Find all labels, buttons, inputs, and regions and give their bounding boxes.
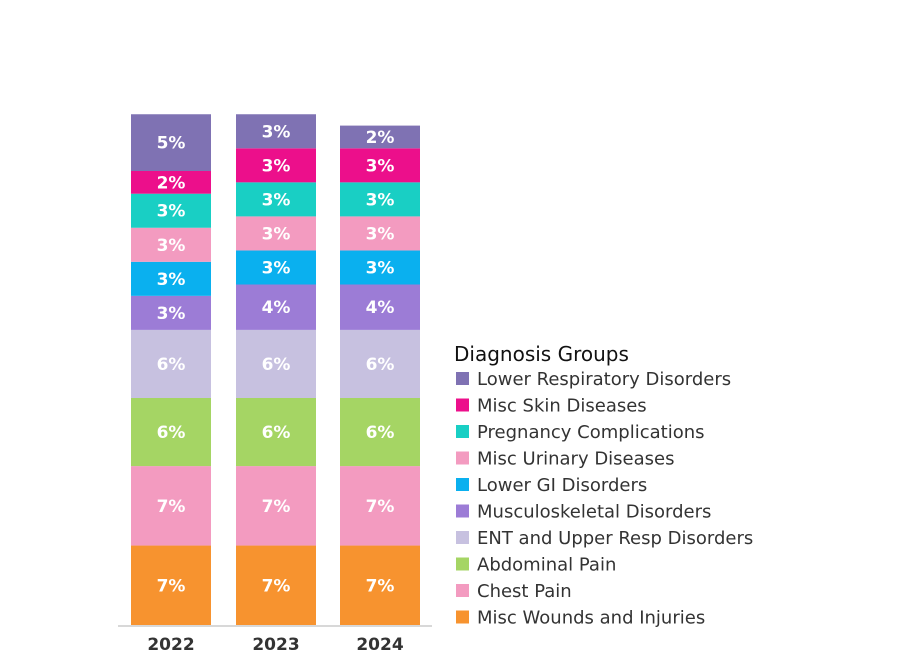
data-label-musculoskeletal-disorders-2024: 4%: [366, 298, 395, 318]
bar-segment-misc-urinary-diseases-2023: [236, 216, 316, 251]
bar-segment-lower-respiratory-disorders-2022: [131, 114, 211, 171]
bar-segment-misc-wounds-and-injuries-2022: [131, 545, 211, 625]
bar-segment-misc-skin-diseases-2024: [340, 148, 420, 183]
data-label-lower-respiratory-disorders-2022: 5%: [157, 134, 186, 154]
bar-segment-misc-wounds-and-injuries-2023: [236, 545, 316, 625]
bar-segment-pregnancy-complications-2023: [236, 182, 316, 217]
legend-swatch-misc-urinary-diseases: [456, 451, 469, 465]
bar-segment-ent-and-upper-resp-disorders-2022: [131, 329, 211, 398]
bar-segment-lower-gi-disorders-2024: [340, 250, 420, 285]
data-label-pregnancy-complications-2023: 3%: [262, 190, 291, 210]
legend-label-chest-pain: Chest Pain: [477, 581, 572, 602]
bar-segment-misc-skin-diseases-2023: [236, 148, 316, 183]
data-label-ent-and-upper-resp-disorders-2024: 6%: [366, 355, 395, 375]
data-label-lower-respiratory-disorders-2024: 2%: [366, 128, 395, 148]
data-label-misc-urinary-diseases-2023: 3%: [262, 224, 291, 244]
data-label-musculoskeletal-disorders-2023: 4%: [262, 298, 291, 318]
data-label-misc-skin-diseases-2022: 2%: [157, 173, 186, 193]
x-axis-tick-labels: 2022 2023 2024: [147, 635, 403, 655]
legend-label-misc-urinary-diseases: Misc Urinary Diseases: [477, 449, 675, 470]
data-label-pregnancy-complications-2024: 3%: [366, 190, 395, 210]
bar-segment-abdominal-pain-2024: [340, 398, 420, 467]
legend-label-ent-and-upper-resp-disorders: ENT and Upper Resp Disorders: [477, 528, 753, 549]
bar-segment-musculoskeletal-disorders-2023: [236, 284, 316, 330]
bar-segment-musculoskeletal-disorders-2022: [131, 295, 211, 330]
legend-swatch-misc-skin-diseases: [456, 398, 469, 412]
data-label-ent-and-upper-resp-disorders-2022: 6%: [157, 355, 186, 375]
data-label-musculoskeletal-disorders-2022: 3%: [157, 304, 186, 324]
data-label-misc-urinary-diseases-2022: 3%: [157, 236, 186, 256]
data-label-lower-gi-disorders-2022: 3%: [157, 270, 186, 290]
x-tick-label-2022: 2022: [147, 635, 194, 655]
bar-segment-musculoskeletal-disorders-2024: [340, 284, 420, 330]
legend-label-misc-wounds-and-injuries: Misc Wounds and Injuries: [477, 608, 705, 629]
bar-segment-chest-pain-2024: [340, 466, 420, 546]
bar-segment-misc-urinary-diseases-2024: [340, 216, 420, 251]
bar-segment-pregnancy-complications-2024: [340, 182, 420, 217]
legend-swatch-lower-gi-disorders: [456, 478, 469, 491]
legend: Diagnosis Groups Lower Respiratory Disor…: [454, 342, 753, 629]
legend-swatch-chest-pain: [456, 584, 469, 597]
bar-segment-lower-gi-disorders-2023: [236, 250, 316, 285]
data-label-abdominal-pain-2023: 6%: [262, 423, 291, 443]
legend-swatch-pregnancy-complications: [456, 425, 469, 438]
bar-segment-abdominal-pain-2023: [236, 398, 316, 467]
bar-segment-lower-respiratory-disorders-2024: [340, 125, 420, 149]
x-tick-label-2024: 2024: [356, 635, 403, 655]
bar-segment-misc-urinary-diseases-2022: [131, 227, 211, 262]
bar-segment-lower-gi-disorders-2022: [131, 261, 211, 296]
legend-label-abdominal-pain: Abdominal Pain: [477, 555, 616, 576]
data-label-abdominal-pain-2024: 6%: [366, 423, 395, 443]
data-label-lower-gi-disorders-2023: 3%: [262, 258, 291, 278]
legend-swatch-ent-and-upper-resp-disorders: [456, 531, 469, 544]
bar-segment-pregnancy-complications-2022: [131, 193, 211, 228]
legend-swatch-misc-wounds-and-injuries: [456, 610, 469, 624]
legend-label-lower-gi-disorders: Lower GI Disorders: [477, 475, 647, 496]
legend-title: Diagnosis Groups: [454, 342, 629, 366]
legend-items: Lower Respiratory Disorders Misc Skin Dis…: [456, 369, 753, 629]
bars-group: 7% 7% 6% 6% 3% 3% 3% 3% 2% 5% 7% 7% 6% 6% 4% 3% 3% 3% 3% 3%…: [131, 114, 420, 625]
data-label-lower-respiratory-disorders-2023: 3%: [262, 122, 291, 142]
legend-label-misc-skin-diseases: Misc Skin Diseases: [477, 396, 647, 417]
legend-label-pregnancy-complications: Pregnancy Complications: [477, 422, 705, 443]
data-label-misc-urinary-diseases-2024: 3%: [366, 224, 395, 244]
data-label-lower-gi-disorders-2024: 3%: [366, 258, 395, 278]
data-label-misc-skin-diseases-2024: 3%: [366, 156, 395, 176]
data-label-chest-pain-2024: 7%: [366, 497, 395, 517]
data-label-chest-pain-2023: 7%: [262, 497, 291, 517]
legend-label-musculoskeletal-disorders: Musculoskeletal Disorders: [477, 502, 711, 523]
data-label-misc-wounds-and-injuries-2024: 7%: [366, 576, 395, 596]
bar-segment-misc-skin-diseases-2022: [131, 171, 211, 194]
data-label-misc-wounds-and-injuries-2022: 7%: [157, 576, 186, 596]
legend-swatch-musculoskeletal-disorders: [456, 504, 469, 518]
bar-segment-abdominal-pain-2022: [131, 398, 211, 467]
data-label-ent-and-upper-resp-disorders-2023: 6%: [262, 355, 291, 375]
data-label-pregnancy-complications-2022: 3%: [157, 202, 186, 222]
bar-segment-misc-wounds-and-injuries-2024: [340, 545, 420, 625]
legend-swatch-lower-respiratory-disorders: [456, 372, 469, 385]
bar-segment-ent-and-upper-resp-disorders-2024: [340, 329, 420, 398]
bar-segment-ent-and-upper-resp-disorders-2023: [236, 329, 316, 398]
bar-segment-chest-pain-2022: [131, 466, 211, 546]
legend-label-lower-respiratory-disorders: Lower Respiratory Disorders: [477, 369, 731, 390]
data-label-chest-pain-2022: 7%: [157, 497, 186, 517]
bar-segment-chest-pain-2023: [236, 466, 316, 546]
legend-swatch-abdominal-pain: [456, 557, 469, 571]
data-label-misc-wounds-and-injuries-2023: 7%: [262, 576, 291, 596]
data-label-abdominal-pain-2022: 6%: [157, 423, 186, 443]
data-label-misc-skin-diseases-2023: 3%: [262, 156, 291, 176]
bar-segment-lower-respiratory-disorders-2023: [236, 114, 316, 149]
x-tick-label-2023: 2023: [252, 635, 299, 655]
